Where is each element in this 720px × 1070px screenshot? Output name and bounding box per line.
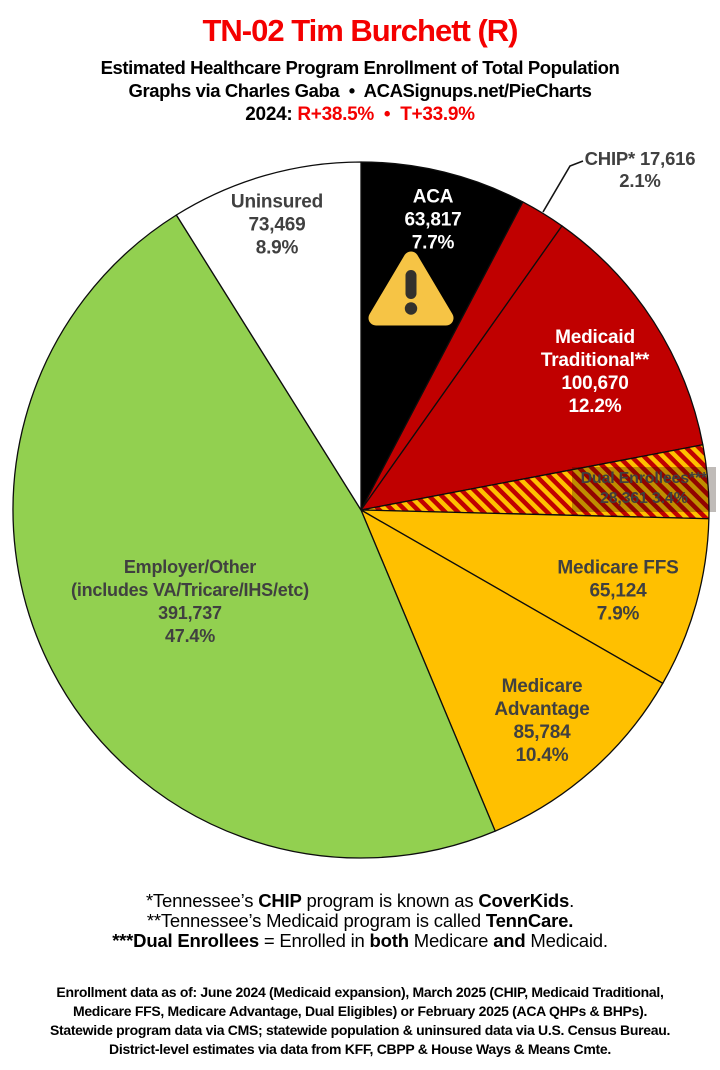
warning-icon bbox=[368, 251, 454, 326]
label-dual-line2: 28,361 3.4% bbox=[599, 490, 688, 507]
label-employer-pct: 47.4% bbox=[164, 626, 216, 646]
pie-slice-medicaid-traditional bbox=[360, 225, 704, 511]
label-aca-value: 63,817 bbox=[404, 209, 462, 231]
label-medicare-advantage: Medicare Advantage 85,784 10.4% bbox=[494, 675, 590, 767]
label-medicaid-line2: Traditional** bbox=[540, 350, 650, 371]
page-title: TN-02 Tim Burchett (R) bbox=[202, 13, 518, 48]
label-employer-line1: Employer/Other bbox=[123, 557, 257, 577]
label-medicare-ffs: Medicare FFS 65,124 7.9% bbox=[557, 557, 678, 626]
source-note: Enrollment data as of: June 2024 (Medica… bbox=[0, 983, 720, 1059]
label-advantage-line2: Advantage bbox=[494, 699, 590, 720]
label-medicaid-line1: Medicaid bbox=[555, 327, 635, 348]
label-advantage-line1: Medicare bbox=[501, 676, 583, 697]
label-uninsured-value: 73,469 bbox=[248, 214, 306, 236]
label-medicaid-value: 100,670 bbox=[561, 373, 629, 394]
label-dual-enrollees: Dual Enrollees*** 28,361 3.4% bbox=[571, 467, 716, 512]
label-employer-line2: (includes VA/Tricare/IHS/etc) bbox=[71, 580, 309, 600]
source-line-2: Medicare FFS, Medicare Advantage, Dual E… bbox=[72, 1003, 648, 1019]
label-aca: ACA 63,817 7.7% bbox=[405, 186, 462, 255]
chart-subtitle: Estimated Healthcare Program Enrollment … bbox=[100, 57, 620, 78]
label-ffs-value: 65,124 bbox=[589, 580, 647, 602]
label-medicaid-traditional: Medicaid Traditional** 100,670 12.2% bbox=[541, 326, 649, 418]
footnote-medicaid: **Tennessee’s Medicaid program is called… bbox=[146, 910, 574, 931]
label-ffs-pct: 7.9% bbox=[596, 603, 640, 625]
label-employer-value: 391,737 bbox=[158, 603, 222, 623]
label-medicaid-pct: 12.2% bbox=[568, 396, 622, 417]
label-uninsured-title: Uninsured bbox=[230, 191, 324, 213]
pie-slice-aca bbox=[360, 161, 524, 511]
pie-slice-uninsured bbox=[175, 161, 362, 511]
partisan-lean-line: 2024: R+38.5% • T+33.9% bbox=[0, 103, 720, 126]
chip-leader-line bbox=[542, 160, 584, 213]
pie-slice-employer-other-includes-va-tricare-ihs-etc bbox=[12, 214, 496, 859]
credit-line: Graphs via Charles Gaba • ACASignups.net… bbox=[128, 80, 592, 101]
label-chip: CHIP* 17,616 2.1% bbox=[585, 148, 696, 192]
label-uninsured-pct: 8.9% bbox=[255, 237, 299, 259]
label-advantage-pct: 10.4% bbox=[515, 745, 569, 766]
footnote-chip: *Tennessee’s CHIP program is known as Co… bbox=[145, 890, 575, 911]
pie-slices bbox=[12, 161, 710, 859]
label-ffs-title: Medicare FFS bbox=[557, 557, 679, 579]
label-advantage-value: 85,784 bbox=[513, 722, 571, 743]
source-line-3: Statewide program data via CMS; statewid… bbox=[49, 1022, 671, 1038]
label-employer-other: Employer/Other (includes VA/Tricare/IHS/… bbox=[71, 556, 309, 648]
footnote-dual-enrollees: ***Dual Enrollees = Enrolled in both Med… bbox=[112, 930, 608, 951]
source-line-4: District-level estimates via data from K… bbox=[109, 1041, 611, 1057]
partisan-lean-value: R+38.5% • T+33.9% bbox=[297, 104, 475, 125]
label-dual-line1: Dual Enrollees*** bbox=[580, 470, 708, 487]
pie-slice-medicare-ffs bbox=[360, 509, 710, 685]
source-line-1: Enrollment data as of: June 2024 (Medica… bbox=[56, 984, 664, 1000]
pie-slice-medicare-advantage bbox=[360, 509, 664, 832]
year-label: 2024: bbox=[245, 104, 298, 125]
label-chip-line1: CHIP* 17,616 bbox=[584, 148, 696, 169]
footnotes: *Tennessee’s CHIP program is known as Co… bbox=[0, 891, 720, 951]
label-chip-line2: 2.1% bbox=[619, 170, 661, 191]
label-aca-pct: 7.7% bbox=[411, 232, 455, 254]
label-aca-title: ACA bbox=[412, 186, 454, 208]
label-uninsured: Uninsured 73,469 8.9% bbox=[231, 191, 323, 260]
